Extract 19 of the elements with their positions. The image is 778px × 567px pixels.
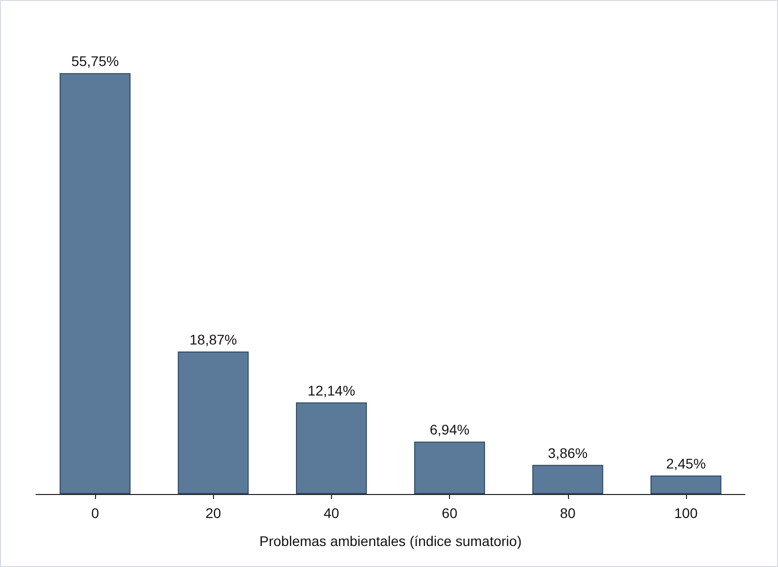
bar <box>296 402 367 494</box>
data-label: 3,86% <box>548 444 588 461</box>
x-tick-label: 80 <box>560 505 576 521</box>
x-tick-label: 20 <box>205 505 222 521</box>
bar <box>178 352 249 494</box>
bar <box>532 464 604 494</box>
x-tick-label: 100 <box>674 505 698 521</box>
x-tick-label: 0 <box>91 505 100 521</box>
x-tick-label: 60 <box>442 505 458 521</box>
bar <box>650 476 722 494</box>
data-label: 6,94% <box>430 422 470 438</box>
data-label: 18,87% <box>190 332 237 348</box>
bar <box>60 73 131 494</box>
data-label: 12,14% <box>308 382 356 398</box>
data-label: 2,45% <box>666 456 706 472</box>
data-label: 55,75% <box>71 53 119 70</box>
x-tick-label: 40 <box>324 505 340 521</box>
bar <box>414 442 486 494</box>
x-axis-title: Problemas ambientales (índice sumatorio) <box>259 533 522 549</box>
